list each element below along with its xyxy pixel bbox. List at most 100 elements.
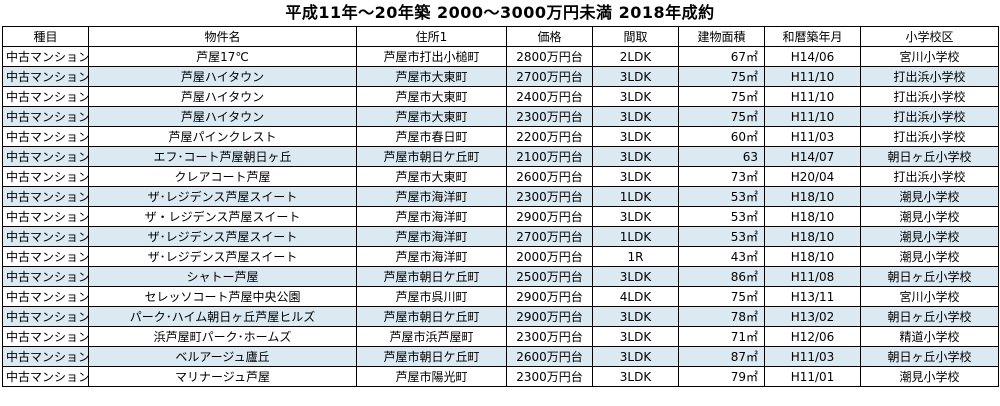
- cell-area[interactable]: 43㎡: [678, 246, 765, 267]
- cell-layout[interactable]: 3LDK: [592, 346, 679, 367]
- cell-type[interactable]: 中古マンション: [2, 286, 89, 307]
- cell-property[interactable]: ベルアージュ廬丘: [88, 346, 357, 367]
- cell-school[interactable]: 朝日ヶ丘小学校: [860, 266, 999, 287]
- cell-address[interactable]: 芦屋市朝日ケ丘町: [356, 266, 507, 287]
- cell-layout[interactable]: 1R: [592, 246, 679, 267]
- cell-price[interactable]: 2700万円台: [506, 66, 593, 87]
- cell-layout[interactable]: 3LDK: [592, 126, 679, 147]
- cell-layout[interactable]: 3LDK: [592, 366, 679, 387]
- cell-price[interactable]: 2700万円台: [506, 226, 593, 247]
- cell-school[interactable]: 精道小学校: [860, 326, 999, 347]
- cell-layout[interactable]: 3LDK: [592, 106, 679, 127]
- cell-property[interactable]: ザ･レジデンス芦屋スイート: [88, 186, 357, 207]
- cell-address[interactable]: 芦屋市陽光町: [356, 366, 507, 387]
- cell-school[interactable]: 宮川小学校: [860, 46, 999, 67]
- cell-price[interactable]: 2600万円台: [506, 346, 593, 367]
- cell-address[interactable]: 芦屋市浜芦屋町: [356, 326, 507, 347]
- cell-property[interactable]: 芦屋17℃: [88, 46, 357, 67]
- cell-type[interactable]: 中古マンション: [2, 146, 89, 167]
- cell-area[interactable]: 75㎡: [678, 86, 765, 107]
- cell-type[interactable]: 中古マンション: [2, 86, 89, 107]
- cell-price[interactable]: 2400万円台: [506, 86, 593, 107]
- cell-property[interactable]: ザ･レジデンス芦屋スイート: [88, 226, 357, 247]
- cell-layout[interactable]: 1LDK: [592, 186, 679, 207]
- cell-area[interactable]: 75㎡: [678, 66, 765, 87]
- cell-built[interactable]: H14/06: [764, 46, 861, 67]
- cell-type[interactable]: 中古マンション: [2, 326, 89, 347]
- cell-type[interactable]: 中古マンション: [2, 226, 89, 247]
- cell-school[interactable]: 潮見小学校: [860, 206, 999, 227]
- cell-area[interactable]: 63: [678, 146, 765, 167]
- cell-address[interactable]: 芦屋市朝日ケ丘町: [356, 306, 507, 327]
- cell-built[interactable]: H13/02: [764, 306, 861, 327]
- cell-area[interactable]: 79㎡: [678, 366, 765, 387]
- cell-price[interactable]: 2300万円台: [506, 326, 593, 347]
- cell-price[interactable]: 2600万円台: [506, 166, 593, 187]
- cell-property[interactable]: セレッソコート芦屋中央公園: [88, 286, 357, 307]
- cell-school[interactable]: 打出浜小学校: [860, 166, 999, 187]
- cell-property[interactable]: 芦屋ハイタウン: [88, 106, 357, 127]
- cell-address[interactable]: 芦屋市大東町: [356, 66, 507, 87]
- cell-price[interactable]: 2800万円台: [506, 46, 593, 67]
- cell-layout[interactable]: 4LDK: [592, 286, 679, 307]
- cell-type[interactable]: 中古マンション: [2, 246, 89, 267]
- cell-type[interactable]: 中古マンション: [2, 166, 89, 187]
- cell-layout[interactable]: 3LDK: [592, 306, 679, 327]
- cell-address[interactable]: 芦屋市海洋町: [356, 186, 507, 207]
- cell-built[interactable]: H13/11: [764, 286, 861, 307]
- cell-built[interactable]: H18/10: [764, 186, 861, 207]
- cell-area[interactable]: 87㎡: [678, 346, 765, 367]
- cell-built[interactable]: H18/10: [764, 206, 861, 227]
- cell-type[interactable]: 中古マンション: [2, 46, 89, 67]
- cell-built[interactable]: H18/10: [764, 246, 861, 267]
- cell-area[interactable]: 71㎡: [678, 326, 765, 347]
- cell-area[interactable]: 53㎡: [678, 186, 765, 207]
- cell-type[interactable]: 中古マンション: [2, 66, 89, 87]
- cell-property[interactable]: ザ・レジデンス芦屋スイート: [88, 206, 357, 227]
- cell-area[interactable]: 75㎡: [678, 286, 765, 307]
- cell-school[interactable]: 打出浜小学校: [860, 106, 999, 127]
- cell-school[interactable]: 潮見小学校: [860, 226, 999, 247]
- cell-address[interactable]: 芦屋市打出小槌町: [356, 46, 507, 67]
- cell-built[interactable]: H11/10: [764, 86, 861, 107]
- cell-built[interactable]: H12/06: [764, 326, 861, 347]
- cell-property[interactable]: マリナージュ芦屋: [88, 366, 357, 387]
- cell-property[interactable]: シャトー芦屋: [88, 266, 357, 287]
- cell-layout[interactable]: 3LDK: [592, 266, 679, 287]
- cell-area[interactable]: 73㎡: [678, 166, 765, 187]
- cell-property[interactable]: 芦屋ハイタウン: [88, 66, 357, 87]
- cell-built[interactable]: H11/01: [764, 366, 861, 387]
- cell-built[interactable]: H11/03: [764, 346, 861, 367]
- cell-type[interactable]: 中古マンション: [2, 346, 89, 367]
- cell-type[interactable]: 中古マンション: [2, 366, 89, 387]
- cell-area[interactable]: 53㎡: [678, 206, 765, 227]
- cell-type[interactable]: 中古マンション: [2, 266, 89, 287]
- cell-school[interactable]: 朝日ヶ丘小学校: [860, 146, 999, 167]
- cell-built[interactable]: H11/03: [764, 126, 861, 147]
- cell-type[interactable]: 中古マンション: [2, 126, 89, 147]
- cell-layout[interactable]: 3LDK: [592, 86, 679, 107]
- cell-layout[interactable]: 3LDK: [592, 166, 679, 187]
- cell-property[interactable]: 浜芦屋町パーク･ホームズ: [88, 326, 357, 347]
- cell-school[interactable]: 潮見小学校: [860, 186, 999, 207]
- cell-address[interactable]: 芦屋市大東町: [356, 106, 507, 127]
- cell-school[interactable]: 打出浜小学校: [860, 86, 999, 107]
- cell-built[interactable]: H20/04: [764, 166, 861, 187]
- cell-school[interactable]: 宮川小学校: [860, 286, 999, 307]
- cell-school[interactable]: 朝日ヶ丘小学校: [860, 306, 999, 327]
- cell-address[interactable]: 芦屋市呉川町: [356, 286, 507, 307]
- cell-layout[interactable]: 1LDK: [592, 226, 679, 247]
- cell-property[interactable]: クレアコート芦屋: [88, 166, 357, 187]
- cell-address[interactable]: 芦屋市海洋町: [356, 226, 507, 247]
- cell-area[interactable]: 67㎡: [678, 46, 765, 67]
- cell-price[interactable]: 2500万円台: [506, 266, 593, 287]
- cell-layout[interactable]: 3LDK: [592, 66, 679, 87]
- cell-price[interactable]: 2300万円台: [506, 186, 593, 207]
- cell-property[interactable]: ザ･レジデンス芦屋スイート: [88, 246, 357, 267]
- cell-type[interactable]: 中古マンション: [2, 106, 89, 127]
- cell-price[interactable]: 2900万円台: [506, 306, 593, 327]
- cell-address[interactable]: 芦屋市大東町: [356, 86, 507, 107]
- cell-school[interactable]: 潮見小学校: [860, 366, 999, 387]
- cell-address[interactable]: 芦屋市海洋町: [356, 206, 507, 227]
- cell-property[interactable]: 芦屋ハイタウン: [88, 86, 357, 107]
